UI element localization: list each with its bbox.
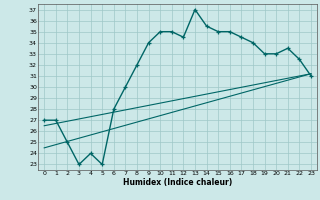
X-axis label: Humidex (Indice chaleur): Humidex (Indice chaleur) xyxy=(123,178,232,187)
